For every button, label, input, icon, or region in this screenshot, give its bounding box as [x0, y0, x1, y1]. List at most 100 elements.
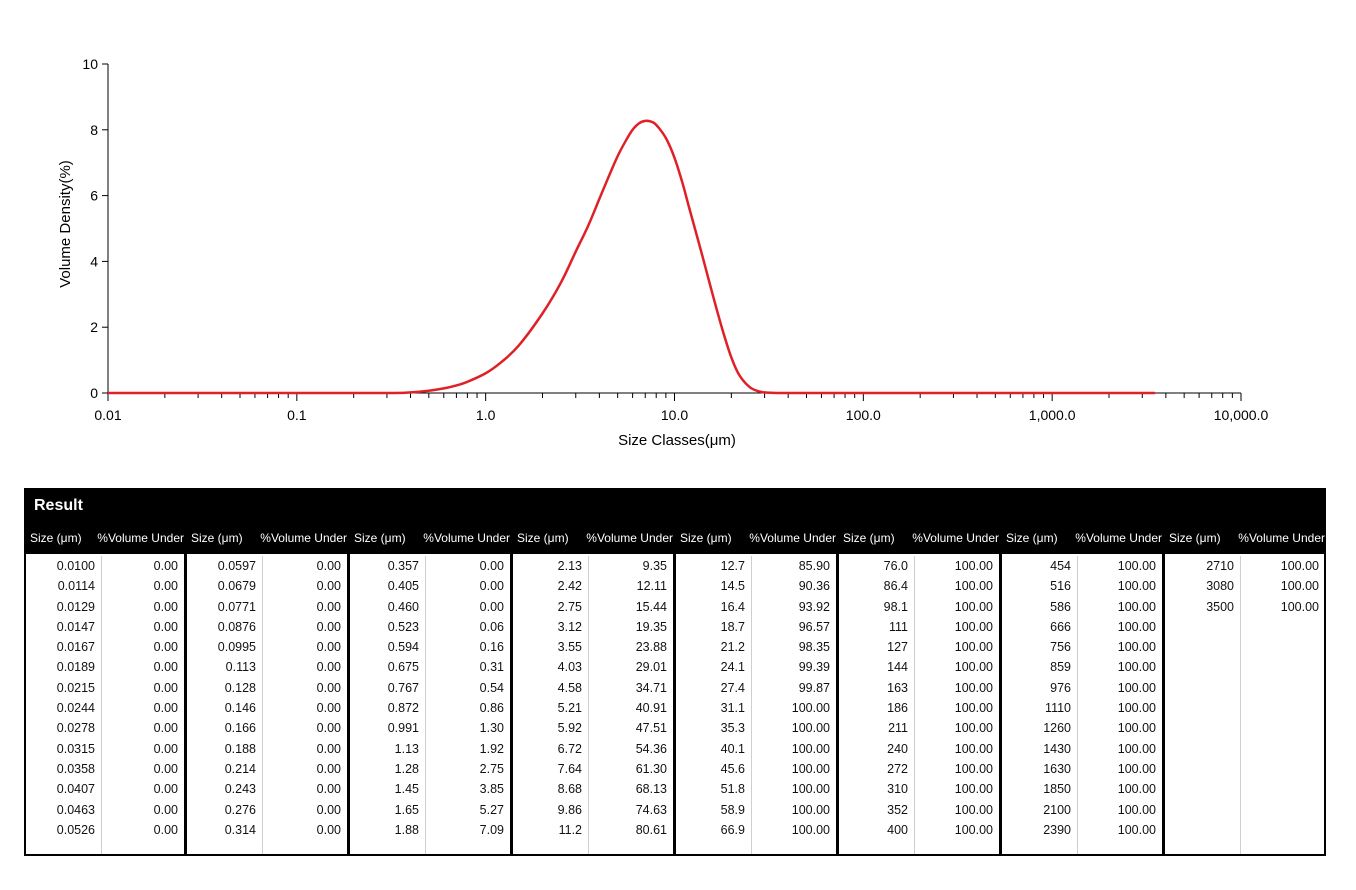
y-axis-title: Volume Density(%): [57, 160, 74, 288]
y-tick-label: 10: [82, 56, 98, 72]
volume-under-cell: 0.00: [153, 822, 178, 837]
volume-under-cell: 68.13: [635, 782, 667, 797]
volume-under-cell: 0.00: [153, 701, 178, 716]
size-cell: 1630: [1043, 761, 1071, 776]
volume-under-cell: 100.00: [1117, 640, 1156, 655]
size-column-header: Size (μm): [680, 531, 732, 545]
volume-under-cell: 100.00: [791, 802, 830, 817]
volume-under-cell: 100.00: [954, 741, 993, 756]
size-cell: 0.0597: [217, 559, 256, 573]
volume-under-cell: 100.00: [954, 721, 993, 736]
volume-under-cell: 0.06: [479, 619, 504, 634]
volume-under-cell: 0.00: [153, 802, 178, 817]
x-tick-label: 1,000.0: [1029, 407, 1076, 423]
volume-under-cell: 100.00: [1117, 599, 1156, 614]
size-cell: 7.64: [557, 761, 582, 776]
size-cell: 51.8: [720, 782, 745, 797]
size-cell: 0.0876: [217, 619, 256, 634]
size-cell: 0.276: [224, 802, 256, 817]
size-cell: 2.42: [557, 579, 582, 594]
size-cell: 2390: [1043, 822, 1071, 837]
size-column-header: Size (μm): [1169, 531, 1221, 545]
volume-under-cell: 29.01: [635, 660, 667, 675]
volume-under-cell: 0.00: [316, 782, 341, 797]
volume-under-cell: 0.00: [316, 802, 341, 817]
x-tick-label: 0.01: [94, 407, 121, 423]
volume-under-cell: 0.00: [479, 599, 504, 614]
size-column-header: Size (μm): [843, 531, 895, 545]
size-cell: 0.146: [224, 701, 256, 716]
size-cell: 24.1: [720, 660, 745, 675]
volume-under-cell: 15.44: [635, 599, 667, 614]
volume-under-cell: 100.00: [1117, 660, 1156, 675]
size-cell: 3080: [1206, 579, 1234, 594]
size-cell: 1430: [1043, 741, 1071, 756]
volume-under-cell: 5.27: [479, 802, 504, 817]
size-cell: 21.2: [720, 640, 745, 655]
volume-under-cell: 100.00: [791, 822, 830, 837]
x-tick-label: 0.1: [287, 407, 307, 423]
volume-under-column-header: %Volume Under: [912, 531, 999, 545]
size-cell: 0.214: [224, 761, 256, 776]
size-cell: 0.128: [224, 680, 256, 695]
size-cell: 1.13: [394, 741, 419, 756]
volume-under-cell: 23.88: [635, 640, 667, 655]
size-cell: 0.405: [387, 579, 419, 594]
volume-under-cell: 98.35: [798, 640, 830, 655]
result-table: Size (μm) %Volume Under 0.0100 0.0114 0.0129…: [26, 522, 1325, 854]
volume-under-cell: 100.00: [954, 640, 993, 655]
column-header-row: Size (μm) %Volume Under: [1165, 522, 1325, 554]
volume-under-cell: 100.00: [954, 822, 993, 837]
size-cell: 0.0189: [56, 660, 95, 675]
volume-under-cell: 0.00: [316, 619, 341, 634]
volume-under-cell: 3.85: [479, 782, 504, 797]
size-cell: 5.21: [557, 701, 582, 716]
size-cell: 18.7: [720, 619, 745, 634]
volume-under-cell: 0.00: [153, 782, 178, 797]
volume-under-cell: 100.00: [1117, 559, 1156, 573]
size-cell: 0.0114: [57, 579, 95, 594]
volume-under-cell: 61.30: [635, 761, 667, 776]
size-cell: 211: [888, 721, 908, 736]
y-tick-label: 0: [90, 385, 98, 401]
volume-under-cell: 80.61: [635, 822, 667, 837]
size-cell: 98.1: [883, 599, 908, 614]
size-cell: 0.675: [387, 660, 419, 675]
size-cell: 66.9: [720, 822, 745, 837]
result-column-group: Size (μm) %Volume Under 0.0100 0.0114 0.0129…: [26, 522, 187, 854]
volume-under-cell: 0.00: [479, 579, 504, 594]
volume-under-cell: 100.00: [954, 680, 993, 695]
volume-under-cell: 0.16: [479, 640, 504, 655]
size-cell: 111: [888, 619, 908, 634]
y-tick-label: 6: [90, 188, 98, 204]
volume-under-cell: 0.00: [316, 680, 341, 695]
size-cell: 14.5: [720, 579, 745, 594]
size-cell: 35.3: [720, 721, 745, 736]
volume-under-cell: 1.92: [479, 741, 504, 756]
size-cell: 40.1: [720, 741, 745, 756]
volume-under-cell: 40.91: [635, 701, 667, 716]
size-cell: 6.72: [557, 741, 582, 756]
size-cell: 1.28: [394, 761, 419, 776]
size-column-header: Size (μm): [517, 531, 569, 545]
result-column-group: Size (μm) %Volume Under 454 516 586 666 756 859…: [1002, 522, 1165, 854]
volume-under-cell: 7.09: [479, 822, 504, 837]
volume-under-cell: 100.00: [1117, 680, 1156, 695]
volume-under-cell: 54.36: [635, 741, 667, 756]
size-cell: 586: [1050, 599, 1071, 614]
size-cell: 0.0679: [217, 579, 256, 594]
volume-under-cell: 0.00: [316, 660, 341, 675]
result-column-group: Size (μm) %Volume Under 0.357 0.405 0.460 0.5…: [350, 522, 513, 854]
size-cell: 2100: [1043, 802, 1071, 817]
size-cell: 0.0215: [56, 680, 95, 695]
column-header-row: Size (μm) %Volume Under: [513, 522, 673, 554]
volume-under-cell: 100.00: [791, 701, 830, 716]
size-cell: 0.0244: [56, 701, 95, 716]
volume-under-cell: 100.00: [954, 599, 993, 614]
volume-under-cell: 0.00: [316, 701, 341, 716]
volume-under-cell: 0.86: [479, 701, 504, 716]
volume-under-cell: 99.87: [798, 680, 830, 695]
size-cell: 9.86: [557, 802, 582, 817]
volume-under-cell: 100.00: [1117, 782, 1156, 797]
volume-under-cell: 100.00: [1117, 761, 1156, 776]
